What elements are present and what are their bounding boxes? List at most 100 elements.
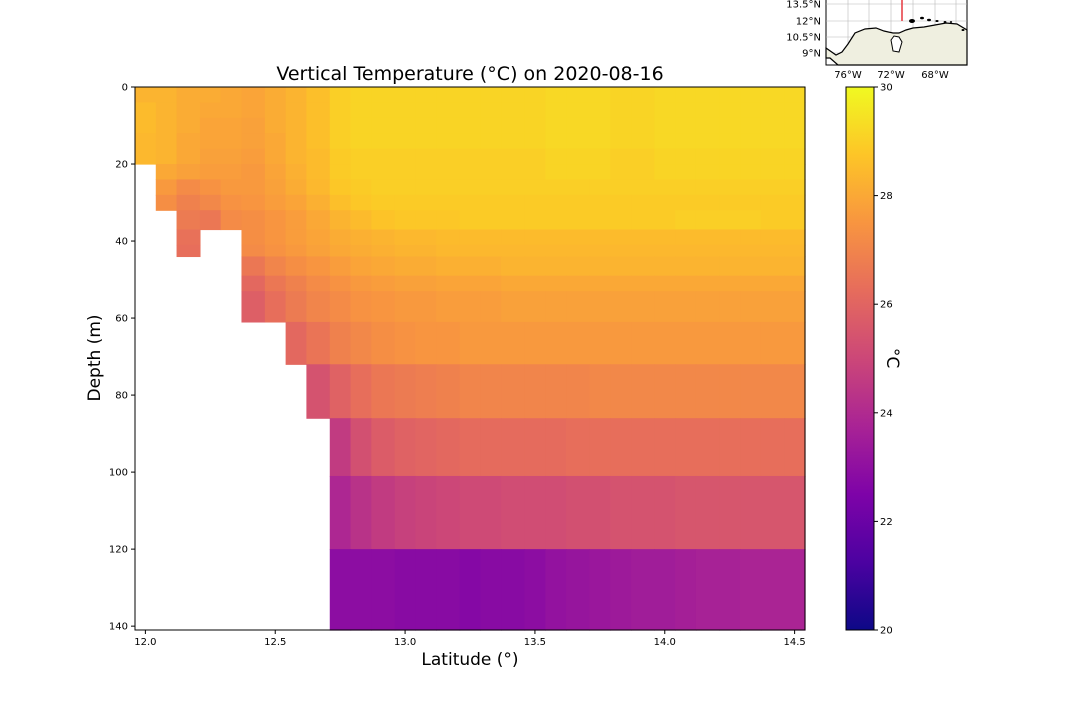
heatmap-cell <box>329 549 352 631</box>
heatmap-cell <box>566 321 591 365</box>
y-axis-ticks: 0 20 40 60 80 100 120 140 <box>109 83 135 633</box>
heatmap-cell <box>654 364 676 419</box>
heatmap-cell <box>524 102 546 119</box>
y-tick-label: 20 <box>115 160 128 171</box>
heatmap-cell <box>740 256 762 277</box>
heatmap-cell <box>695 133 720 150</box>
heatmap-cell <box>589 194 611 211</box>
heatmap-cell <box>675 364 697 419</box>
heatmap-cell <box>480 291 502 323</box>
heatmap-cell <box>654 210 676 231</box>
heatmap-cell <box>501 475 526 550</box>
heatmap-cell <box>566 102 591 119</box>
heatmap-cell <box>545 321 567 365</box>
heatmap-cell <box>436 117 461 134</box>
heatmap-cell <box>329 148 352 165</box>
plot-frame <box>134 86 806 631</box>
heatmap-cell <box>394 229 417 246</box>
heatmap-cell <box>695 291 720 323</box>
heatmap-cell <box>675 117 697 134</box>
heatmap-cell <box>654 549 676 631</box>
heatmap-cell <box>719 102 741 119</box>
heatmap-cell <box>501 179 526 196</box>
heatmap-cell <box>719 179 741 196</box>
x-tick-label: 14.5 <box>783 637 805 648</box>
heatmap-cell <box>501 194 526 211</box>
heatmap-cell <box>241 164 266 181</box>
heatmap-cell <box>415 87 437 103</box>
heatmap-cell <box>436 418 461 477</box>
heatmap-cell <box>285 291 307 323</box>
heatmap-cell <box>740 148 762 165</box>
heatmap-cell <box>394 321 417 365</box>
heatmap-cell <box>545 102 567 119</box>
heatmap-cells <box>135 87 806 631</box>
heatmap-cell <box>459 210 481 231</box>
heatmap-cell <box>695 321 720 365</box>
heatmap-cell <box>589 210 611 231</box>
heatmap-cell <box>176 179 201 196</box>
inset-map-islands <box>909 16 965 31</box>
heatmap-cell <box>285 87 307 103</box>
heatmap-cell <box>415 291 437 323</box>
heatmap-cell <box>610 210 632 231</box>
heatmap-cell <box>480 179 502 196</box>
heatmap-cell <box>306 256 331 277</box>
heatmap-cell <box>589 148 611 165</box>
heatmap-cell <box>285 275 307 292</box>
heatmap-cell <box>631 321 655 365</box>
heatmap-cell <box>415 179 437 196</box>
heatmap-cell <box>394 475 417 550</box>
heatmap-cell <box>135 87 157 103</box>
heatmap-cell <box>589 275 611 292</box>
heatmap-cell <box>371 194 396 211</box>
heatmap-cell <box>436 148 461 165</box>
heatmap-cell <box>760 194 785 211</box>
heatmap-cell <box>784 364 806 419</box>
heatmap-cell <box>589 244 611 258</box>
heatmap-cell <box>695 275 720 292</box>
heatmap-cell <box>285 164 307 181</box>
heatmap-cell <box>480 87 502 103</box>
heatmap-cell <box>329 364 352 419</box>
heatmap-cell <box>675 210 697 231</box>
heatmap-cell <box>264 102 287 119</box>
heatmap-cell <box>654 87 676 103</box>
heatmap-cell <box>545 244 567 258</box>
heatmap-cell <box>501 256 526 277</box>
heatmap-cell <box>631 291 655 323</box>
y-tick-label: 60 <box>115 314 128 325</box>
heatmap-cell <box>675 87 697 103</box>
heatmap-cell <box>371 475 396 550</box>
heatmap-cell <box>719 475 741 550</box>
heatmap-cell <box>760 148 785 165</box>
heatmap-cell <box>631 275 655 292</box>
heatmap-cell <box>675 291 697 323</box>
heatmap-cell <box>501 102 526 119</box>
heatmap-cell <box>784 229 806 246</box>
heatmap-cell <box>264 148 287 165</box>
heatmap-cell <box>545 549 567 631</box>
heatmap-cell <box>394 291 417 323</box>
heatmap-cell <box>760 549 785 631</box>
heatmap-cell <box>241 244 266 258</box>
heatmap-cell <box>524 244 546 258</box>
heatmap-cell <box>784 87 806 103</box>
heatmap-cell <box>501 117 526 134</box>
heatmap-cell <box>631 364 655 419</box>
heatmap-cell <box>199 179 222 196</box>
heatmap-cell <box>566 117 591 134</box>
heatmap-cell <box>760 244 785 258</box>
inset-map-lat-label: 12°N <box>796 17 821 28</box>
heatmap-cell <box>719 291 741 323</box>
heatmap-cell <box>371 117 396 134</box>
heatmap-cell <box>306 229 331 246</box>
heatmap-cell <box>545 256 567 277</box>
heatmap-cell <box>654 148 676 165</box>
heatmap-cell <box>740 179 762 196</box>
heatmap-cell <box>220 148 243 165</box>
heatmap-cell <box>566 87 591 103</box>
heatmap-cell <box>631 418 655 477</box>
heatmap-cell <box>241 148 266 165</box>
heatmap-cell <box>350 164 372 181</box>
